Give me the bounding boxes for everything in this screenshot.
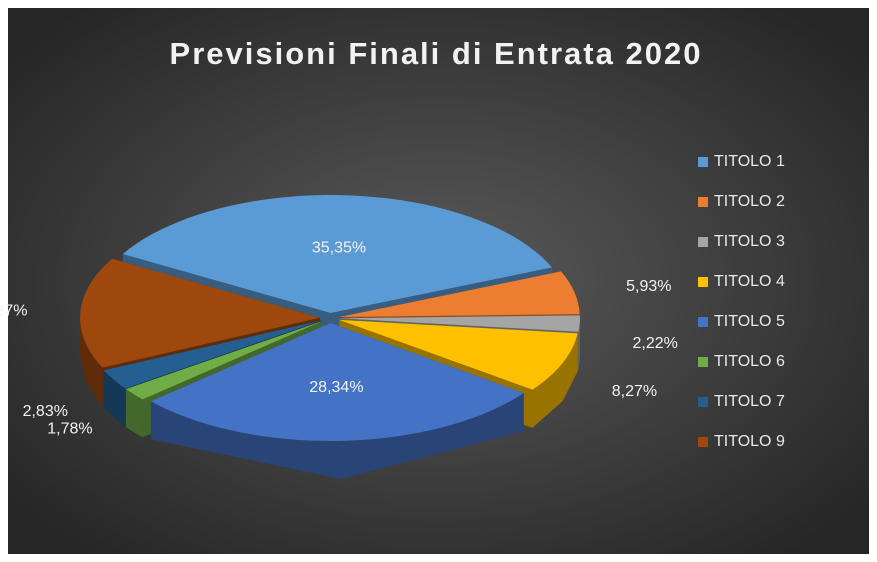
legend-label: TITOLO 3 [714,233,785,250]
slice [339,271,580,317]
legend-swatch [698,437,708,447]
legend-label: TITOLO 9 [714,433,785,450]
chart-title: Previsioni Finali di Entrata 2020 [170,36,703,71]
slice-side [532,333,578,428]
data-label: 1,78% [47,421,92,438]
slice-side [150,393,524,479]
legend-swatch [698,157,708,167]
data-label: 2,83% [23,403,68,420]
data-label: 35,35% [312,239,366,256]
data-label: 8,27% [612,383,657,400]
data-label: 2,22% [632,335,677,352]
legend-swatch [698,197,708,207]
slice [126,321,323,400]
legend-label: TITOLO 6 [714,353,785,370]
legend-swatch [698,317,708,327]
data-label: 5,93% [626,278,671,295]
legend-label: TITOLO 4 [714,273,785,290]
data-label: 15,27% [0,303,27,320]
legend-swatch [698,237,708,247]
slice [122,195,553,314]
legend-label: TITOLO 1 [714,153,785,170]
legend-label: TITOLO 7 [714,393,785,410]
legend-swatch [698,277,708,287]
data-label: 28,34% [309,379,363,396]
legend-label: TITOLO 2 [714,193,785,210]
slice-side [80,317,103,406]
legend-label: TITOLO 5 [714,313,785,330]
slice [80,258,321,368]
slice [339,319,578,390]
slice [103,320,322,389]
slice [150,322,524,441]
legend-swatch [698,397,708,407]
legend-swatch [698,357,708,367]
slice [339,315,580,332]
